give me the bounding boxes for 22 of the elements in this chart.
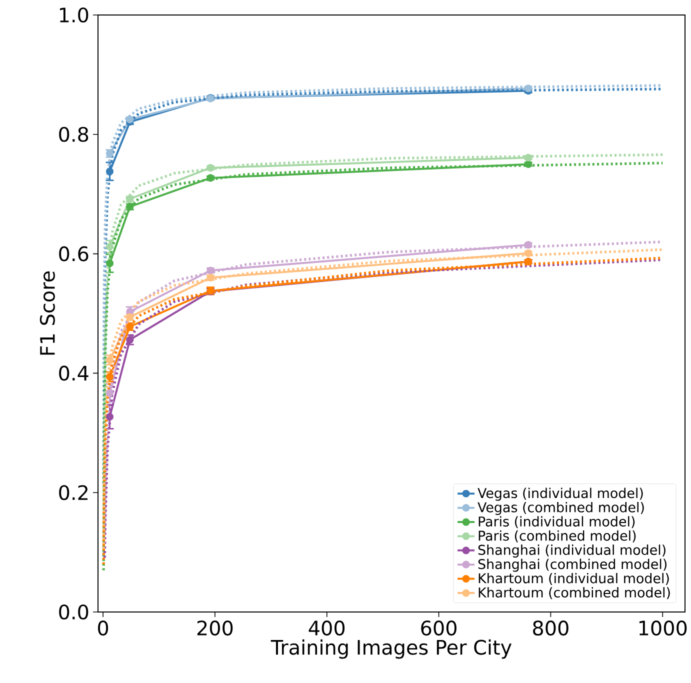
x-axis-title: Training Images Per City xyxy=(270,639,512,659)
y-tick-label: 0.6 xyxy=(59,246,88,262)
x-tick-label: 800 xyxy=(533,620,568,636)
legend-label: Khartoum (combined model) xyxy=(478,587,670,600)
legend-label: Vegas (individual model) xyxy=(478,488,643,501)
legend-label: Khartoum (individual model) xyxy=(478,572,669,585)
legend-label: Paris (combined model) xyxy=(478,530,636,542)
x-tick-label: 1000 xyxy=(639,620,687,636)
y-tick-label: 0.8 xyxy=(59,126,88,142)
x-tick-label: 600 xyxy=(421,620,456,636)
y-tick-label: 0.4 xyxy=(59,366,88,381)
legend-label: Shanghai (combined model) xyxy=(478,558,667,572)
y-axis-title: F1 Score xyxy=(40,271,55,355)
y-tick-label: 0.2 xyxy=(59,485,88,500)
legend-label: Vegas (combined model) xyxy=(478,502,644,515)
y-tick-label: 1.0 xyxy=(60,7,88,23)
x-tick-label: 200 xyxy=(197,620,233,636)
legend-label: Paris (individual model) xyxy=(478,516,635,528)
x-tick-label: 0 xyxy=(98,620,108,636)
legend-label: Shanghai (individual model) xyxy=(478,544,666,558)
x-tick-label: 400 xyxy=(308,620,345,636)
y-tick-label: 0.0 xyxy=(59,604,88,620)
